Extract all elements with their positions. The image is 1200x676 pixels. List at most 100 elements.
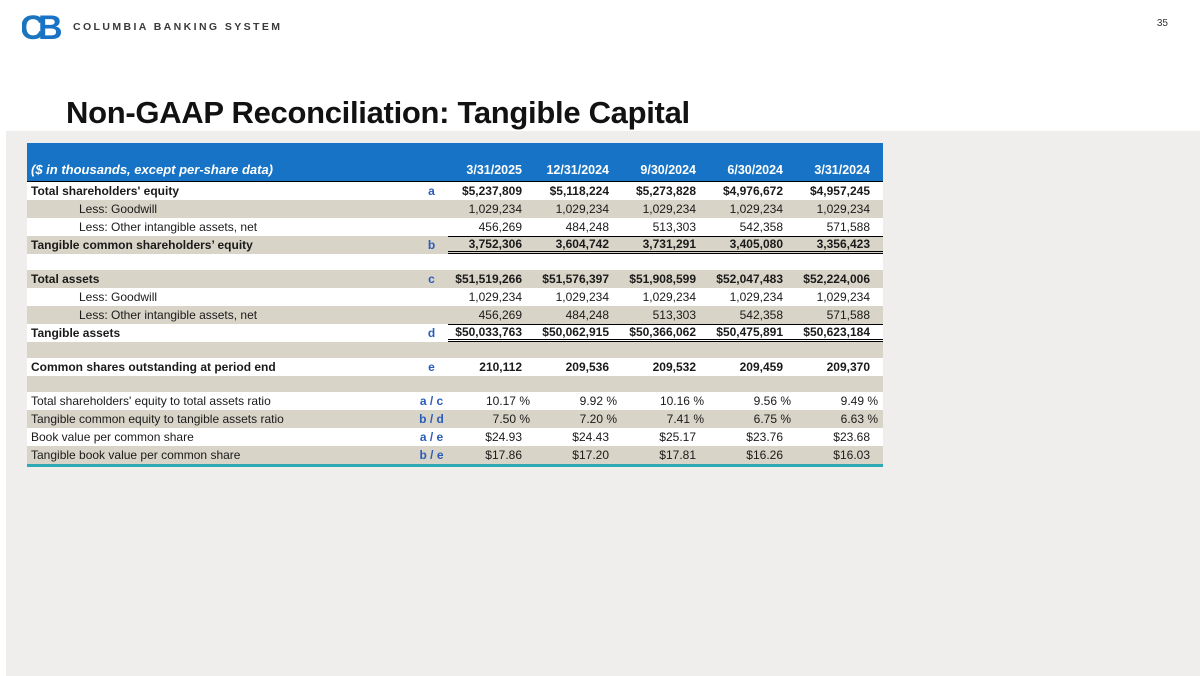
row-label: Book value per common share (31, 430, 194, 444)
table-bottom-rule (27, 464, 883, 467)
row-value: 484,248 (565, 308, 609, 322)
spacer-cell (27, 376, 883, 392)
column-header: 12/31/2024 (546, 163, 609, 177)
row-values: $24.93 $24.43 $25.17 $23.76 $23.68 (448, 428, 883, 446)
row-marker: e (428, 360, 435, 374)
row-value: $16.03 (833, 448, 870, 462)
row-label: Tangible common equity to tangible asset… (31, 412, 284, 426)
table-row: Tangible common equity to tangible asset… (27, 410, 883, 428)
row-value: $17.86 (485, 448, 522, 462)
row-value: 9.92 % (579, 394, 617, 408)
row-values: $51,519,266 $51,576,397 $51,908,599 $52,047… (448, 270, 883, 288)
row-value: $4,976,672 (722, 184, 783, 198)
row-value: $17.81 (659, 448, 696, 462)
row-marker: b / e (419, 448, 444, 462)
table-row: Total shareholders' equity to total asse… (27, 392, 883, 410)
table-header-row: ($ in thousands, except per-share data) … (27, 143, 883, 182)
row-value: 1,029,234 (468, 290, 522, 304)
row-value: 9.56 % (753, 394, 791, 408)
row-value: 210,112 (479, 360, 522, 374)
row-value: 9.49 % (840, 394, 878, 408)
column-header: 3/31/2024 (814, 163, 870, 177)
spacer-cell (27, 254, 883, 270)
row-value: 1,029,234 (642, 202, 696, 216)
row-marker: d (427, 326, 436, 340)
row-marker (415, 306, 448, 324)
spacer-cell (27, 342, 883, 358)
row-value: $25.17 (659, 430, 696, 444)
table-row: Total shareholders' equity a $5,237,809 $5,… (27, 182, 883, 200)
row-value: $50,062,915 (542, 325, 609, 339)
column-header: 9/30/2024 (640, 163, 696, 177)
row-value: 571,588 (826, 220, 870, 234)
table-row: Total assets c $51,519,266 $51,576,397 $51,9… (27, 270, 883, 288)
row-value: $51,519,266 (455, 272, 522, 286)
row-values: 3,752,306 3,604,742 3,731,291 3,405,080 3,35… (448, 236, 883, 254)
row-value: $5,118,224 (549, 184, 609, 198)
spacer-row (27, 376, 883, 392)
table-row: Tangible book value per common share b / … (27, 446, 883, 464)
row-value: 7.50 % (492, 412, 530, 426)
row-label: Tangible book value per common share (31, 448, 241, 462)
table-row: Common shares outstanding at period end e… (27, 358, 883, 376)
row-label: Tangible assets (31, 326, 121, 340)
row-marker: a / e (419, 430, 444, 444)
row-value: 3,752,306 (468, 237, 522, 251)
row-value: 209,536 (565, 360, 609, 374)
tangible-capital-table: ($ in thousands, except per-share data) … (27, 143, 883, 467)
row-value: 1,029,234 (642, 290, 696, 304)
row-values: $17.86 $17.20 $17.81 $16.26 $16.03 (448, 446, 883, 464)
svg-text:C: C (22, 11, 45, 43)
table-row: Less: Goodwill 1,029,234 1,029,234 1,029,23… (27, 200, 883, 218)
row-value: $5,273,828 (635, 184, 696, 198)
row-value: 484,248 (565, 220, 609, 234)
row-value: $50,475,891 (716, 325, 783, 339)
table-units-note: ($ in thousands, except per-share data) (31, 162, 274, 177)
table-row: Book value per common share a / e $24.93 $2… (27, 428, 883, 446)
svg-text:B: B (38, 11, 63, 43)
row-value: 7.41 % (666, 412, 704, 426)
row-value: 6.63 % (840, 412, 878, 426)
row-values: 1,029,234 1,029,234 1,029,234 1,029,234 1,02… (448, 200, 883, 218)
row-value: 7.20 % (579, 412, 617, 426)
spacer-row (27, 342, 883, 358)
row-value: $5,237,809 (461, 184, 522, 198)
row-marker: c (428, 272, 435, 286)
row-values: 210,112 209,536 209,532 209,459 209,370 (448, 358, 883, 376)
company-logo-icon: C B (22, 11, 64, 43)
table-row: Less: Other intangible assets, net 456,26… (27, 306, 883, 324)
row-marker: b (427, 238, 436, 252)
row-value: 456,269 (478, 220, 522, 234)
row-value: $50,033,763 (455, 325, 522, 339)
row-value: $24.93 (485, 430, 522, 444)
row-label: Common shares outstanding at period end (31, 360, 276, 374)
page-number: 35 (1156, 18, 1168, 29)
row-value: 209,532 (652, 360, 696, 374)
row-label: Less: Other intangible assets, net (79, 220, 258, 234)
row-value: $52,047,483 (716, 272, 783, 286)
row-value: 1,029,234 (816, 290, 870, 304)
row-values: 7.50 % 7.20 % 7.41 % 6.75 % 6.63 % (448, 410, 883, 428)
row-value: 3,731,291 (642, 237, 696, 251)
spacer-row (27, 254, 883, 270)
row-label: Less: Other intangible assets, net (79, 308, 258, 322)
row-value: 3,356,423 (816, 237, 870, 251)
row-marker (415, 288, 448, 306)
row-value: 513,303 (652, 220, 696, 234)
row-marker: b / d (419, 412, 444, 426)
table-row: Tangible common shareholders’ equity b 3,7… (27, 236, 883, 254)
table-row: Less: Other intangible assets, net 456,26… (27, 218, 883, 236)
row-value: 3,405,080 (729, 237, 783, 251)
row-values: $5,237,809 $5,118,224 $5,273,828 $4,976,672… (448, 182, 883, 200)
row-label: Total assets (31, 272, 100, 286)
row-value: $16.26 (746, 448, 783, 462)
row-value: $23.68 (833, 430, 870, 444)
row-value: 542,358 (739, 220, 783, 234)
row-value: $50,623,184 (803, 325, 870, 339)
row-label: Total shareholders' equity to total asse… (31, 394, 271, 408)
row-value: $4,957,245 (809, 184, 870, 198)
row-values: $50,033,763 $50,062,915 $50,366,062 $50,475… (448, 324, 883, 342)
row-label: Less: Goodwill (79, 290, 158, 304)
table-body: Total shareholders' equity a $5,237,809 $5,… (27, 182, 883, 464)
row-value: 209,459 (739, 360, 783, 374)
